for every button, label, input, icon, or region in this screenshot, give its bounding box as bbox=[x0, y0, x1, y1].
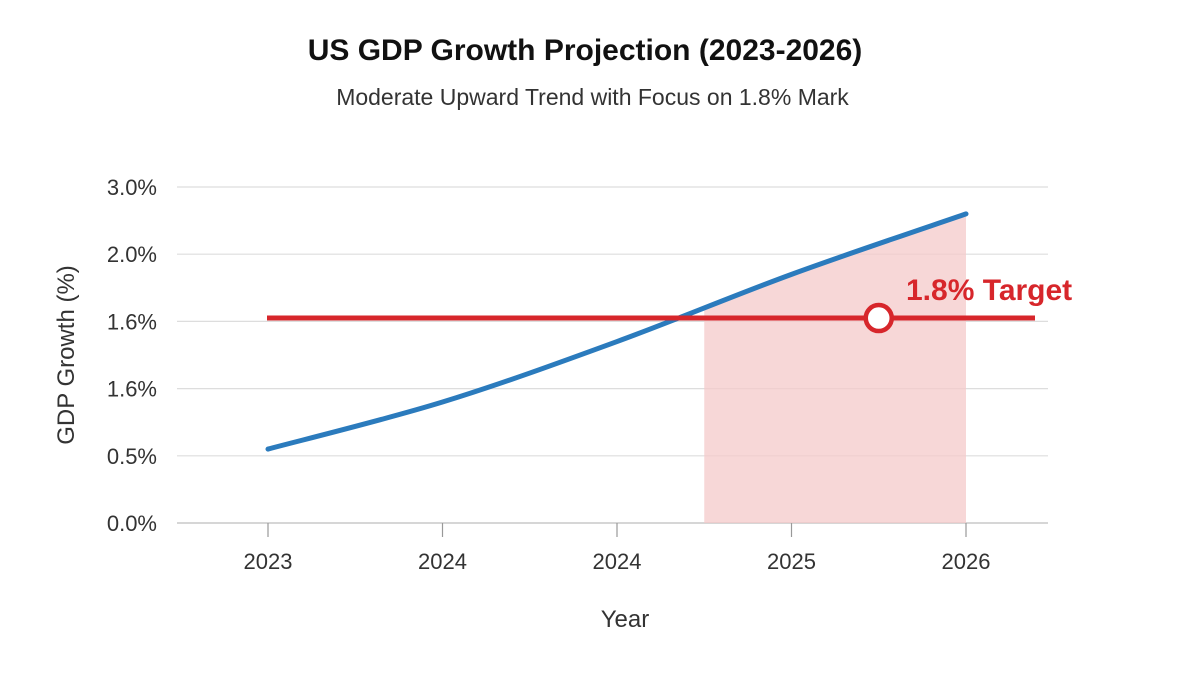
chart-subtitle: Moderate Upward Trend with Focus on 1.8%… bbox=[336, 84, 849, 110]
x-tick-label: 2026 bbox=[942, 549, 991, 574]
y-tick-label: 3.0% bbox=[107, 175, 157, 200]
x-tick-label: 2025 bbox=[767, 549, 816, 574]
x-tick-label: 2024 bbox=[593, 549, 642, 574]
y-axis-title: GDP Growth (%) bbox=[53, 265, 80, 445]
target-label: 1.8% Target bbox=[906, 274, 1072, 307]
y-tick-label: 2.0% bbox=[107, 242, 157, 267]
y-tick-label: 1.6% bbox=[107, 377, 157, 402]
y-tick-label: 0.0% bbox=[107, 511, 157, 536]
shaded-region bbox=[704, 213, 966, 523]
x-tick-label: 2023 bbox=[244, 549, 293, 574]
x-axis-title: Year bbox=[601, 606, 650, 633]
chart-title: US GDP Growth Projection (2023-2026) bbox=[307, 34, 863, 67]
target-marker bbox=[863, 302, 894, 334]
y-tick-label: 0.5% bbox=[107, 444, 157, 469]
y-tick-label: 1.6% bbox=[107, 309, 157, 334]
gdp-growth-line bbox=[265, 211, 969, 452]
x-tick-label: 2024 bbox=[418, 549, 467, 574]
